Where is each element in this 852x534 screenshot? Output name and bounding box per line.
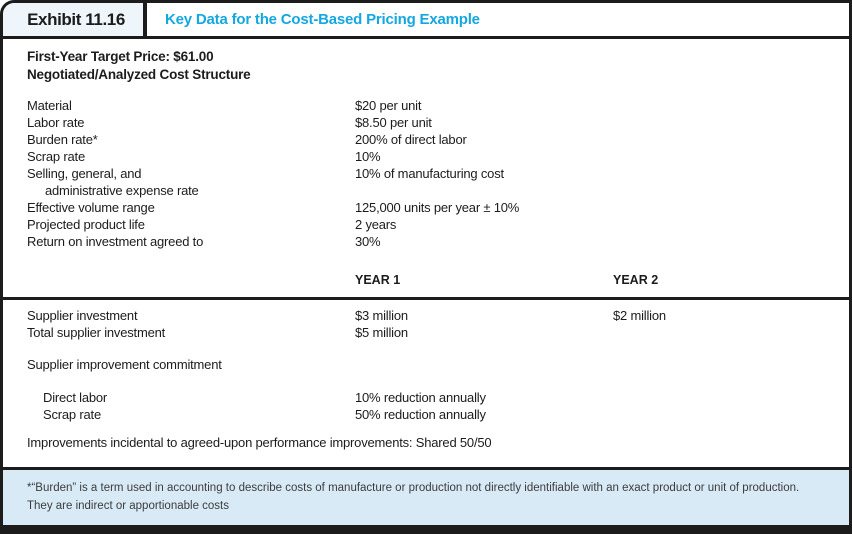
row-label: Direct labor	[43, 390, 108, 405]
table-row: Projected product life 2 years	[3, 216, 849, 233]
row-value: 2 years	[355, 217, 397, 232]
row-label: Projected product life	[27, 217, 145, 232]
cost-structure-list: Material $20 per unit Labor rate $8.50 p…	[3, 97, 849, 250]
year2-value: $2 million	[613, 308, 666, 323]
table-row: Return on investment agreed to 30%	[3, 233, 849, 250]
row-label: Scrap rate	[43, 407, 101, 422]
table-row: Scrap rate 50% reduction annually	[3, 406, 849, 423]
table-row: Supplier investment $3 million $2 millio…	[3, 307, 849, 324]
table-row: Direct labor 10% reduction annually	[3, 389, 849, 406]
table-row: Material $20 per unit	[3, 97, 849, 114]
year1-column-header: YEAR 1	[355, 273, 401, 287]
row-label: Material	[27, 98, 72, 113]
table-row: Selling, general, and 10% of manufacturi…	[3, 165, 849, 182]
row-value: $8.50 per unit	[355, 115, 432, 130]
row-label: Burden rate*	[27, 132, 98, 147]
year-header-spacer	[27, 272, 355, 289]
row-value: 10%	[355, 149, 381, 164]
row-value: 50% reduction annually	[355, 407, 486, 422]
row-value: 200% of direct labor	[355, 132, 467, 147]
row-label: Selling, general, and	[27, 166, 142, 181]
year-header-row: YEAR 1 YEAR 2	[3, 272, 849, 289]
table-row: Scrap rate 10%	[3, 148, 849, 165]
exhibit-body: First-Year Target Price: $61.00 Negotiat…	[3, 39, 849, 467]
exhibit-number-label: Exhibit 11.16	[3, 3, 147, 36]
intro-block: First-Year Target Price: $61.00 Negotiat…	[3, 39, 849, 84]
cost-structure-heading: Negotiated/Analyzed Cost Structure	[27, 67, 251, 82]
row-value: 10% of manufacturing cost	[355, 166, 504, 181]
row-value	[355, 182, 849, 199]
row-value: $20 per unit	[355, 98, 422, 113]
year2-value	[613, 324, 849, 341]
table-row: Burden rate* 200% of direct labor	[3, 131, 849, 148]
row-label: Supplier investment	[27, 308, 138, 323]
table-row: Effective volume range 125,000 units per…	[3, 199, 849, 216]
table-row: Total supplier investment $5 million	[3, 324, 849, 341]
row-label: Effective volume range	[27, 200, 155, 215]
table-row: administrative expense rate	[3, 182, 849, 199]
row-label: Return on investment agreed to	[27, 234, 204, 249]
burden-footnote: *“Burden” is a term used in accounting t…	[3, 467, 849, 525]
row-value: 10% reduction annually	[355, 390, 486, 405]
horizontal-divider	[3, 297, 849, 300]
exhibit-header: Exhibit 11.16 Key Data for the Cost-Base…	[3, 3, 849, 39]
row-value: 125,000 units per year ± 10%	[355, 200, 520, 215]
row-label: Scrap rate	[27, 149, 85, 164]
year1-value: $3 million	[355, 308, 408, 323]
improvement-commitment-heading: Supplier improvement commitment	[27, 357, 222, 372]
shared-improvements-note: Improvements incidental to agreed-upon p…	[27, 435, 492, 450]
year2-column-header: YEAR 2	[613, 273, 659, 287]
exhibit-title: Key Data for the Cost-Based Pricing Exam…	[165, 11, 480, 28]
target-price-line: First-Year Target Price: $61.00	[27, 49, 214, 64]
row-label: Labor rate	[27, 115, 85, 130]
table-row: Labor rate $8.50 per unit	[3, 114, 849, 131]
row-label: Total supplier investment	[27, 325, 166, 340]
improvement-list: Direct labor 10% reduction annually Scra…	[3, 389, 849, 423]
year1-value: $5 million	[355, 325, 408, 340]
row-value: 30%	[355, 234, 381, 249]
investment-table: Supplier investment $3 million $2 millio…	[3, 307, 849, 341]
row-label: administrative expense rate	[45, 183, 199, 198]
